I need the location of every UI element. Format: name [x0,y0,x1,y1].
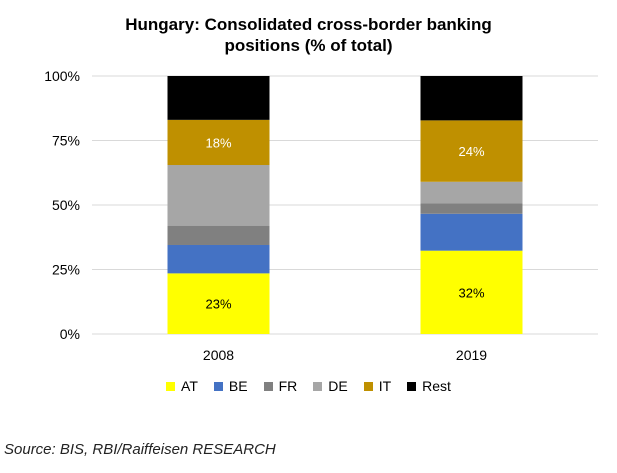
y-tick-label: 75% [52,133,80,149]
y-tick-label: 50% [52,197,80,213]
legend-item-it: IT [363,378,392,394]
bar-segment-rest-2008 [167,76,270,120]
legend-item-rest: Rest [407,378,451,394]
legend-item-at: AT [166,378,198,394]
legend-swatch [407,381,417,391]
bar-segment-fr-2019 [420,203,523,214]
legend-swatch [213,381,223,391]
legend-swatch [363,381,373,391]
legend-label: AT [181,378,198,394]
bars: 23% 18% 32% 24% [167,76,523,334]
source-note: Source: BIS, RBI/Raiffeisen RESEARCH [4,441,276,458]
bar-segment-at-2008 [167,273,270,334]
legend-label: Rest [422,378,451,394]
bar-segment-de-2019 [420,181,523,204]
bar-segment-it-2019 [420,120,523,182]
data-label: 24% [458,144,484,159]
legend-label: IT [378,378,392,394]
y-tick-label: 100% [44,68,80,84]
bar-segment-be-2019 [420,213,523,251]
legend-swatch [313,381,323,391]
data-label: 23% [205,297,231,312]
legend-item-be: BE [213,378,248,394]
legend: AT BE FR DE IT Rest [0,378,617,394]
legend-label: FR [278,378,298,394]
bar-segment-fr-2008 [167,225,270,245]
data-label: 32% [458,285,484,300]
bar-segment-it-2008 [167,119,270,166]
chart-title-line-1: Hungary: Consolidated cross-border banki… [125,15,492,34]
legend-label: BE [228,378,248,394]
x-tick-label: 2019 [456,347,487,363]
y-tick-label: 0% [60,326,80,342]
bar-segment-de-2008 [167,165,270,226]
legend-item-de: DE [313,378,348,394]
chart-title: Hungary: Consolidated cross-border banki… [0,14,617,56]
y-axis-ticks: 0% 25% 50% 75% 100% [44,68,80,342]
y-tick-label: 25% [52,262,80,278]
legend-label: DE [328,378,348,394]
x-axis-ticks: 2008 2019 [203,347,487,363]
bar-segment-rest-2019 [420,76,523,121]
data-label: 18% [205,135,231,150]
chart-title-line-2: positions (% of total) [224,36,393,55]
legend-swatch [263,381,273,391]
bar-segment-at-2019 [420,250,523,334]
bar-segment-be-2008 [167,244,270,274]
x-tick-label: 2008 [203,347,234,363]
legend-swatch [166,381,176,391]
legend-item-fr: FR [263,378,298,394]
